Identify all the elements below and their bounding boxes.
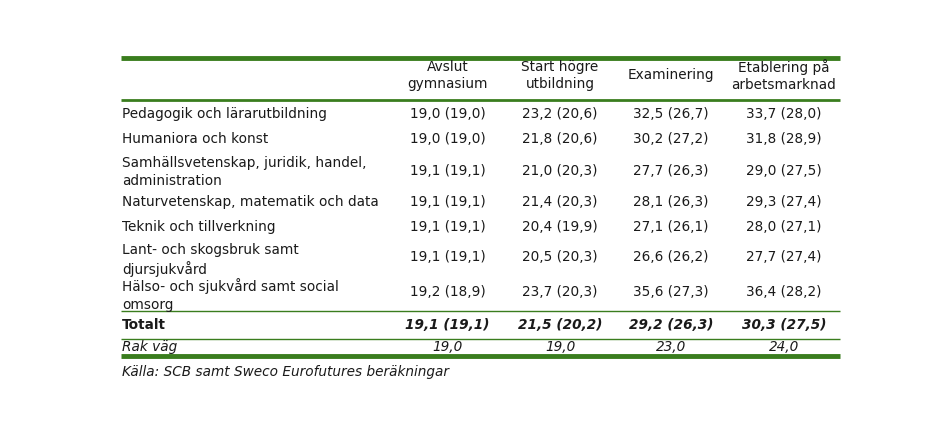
Text: Teknik och tillverkning: Teknik och tillverkning <box>122 220 275 233</box>
Text: 33,7 (28,0): 33,7 (28,0) <box>745 107 821 121</box>
Text: 30,2 (27,2): 30,2 (27,2) <box>633 132 709 146</box>
Text: 21,8 (20,6): 21,8 (20,6) <box>521 132 597 146</box>
Text: Etablering på
arbetsmarknad: Etablering på arbetsmarknad <box>731 59 835 92</box>
Text: 19,0: 19,0 <box>431 340 462 354</box>
Text: 21,4 (20,3): 21,4 (20,3) <box>521 194 597 209</box>
Text: 27,7 (26,3): 27,7 (26,3) <box>633 164 709 178</box>
Text: 21,0 (20,3): 21,0 (20,3) <box>521 164 597 178</box>
Text: Hälso- och sjukvård samt social
omsorg: Hälso- och sjukvård samt social omsorg <box>122 278 339 312</box>
Text: 21,5 (20,2): 21,5 (20,2) <box>518 318 602 332</box>
Text: 29,2 (26,3): 29,2 (26,3) <box>628 318 712 332</box>
Text: 23,0: 23,0 <box>655 340 685 354</box>
Text: 31,8 (28,9): 31,8 (28,9) <box>745 132 821 146</box>
Text: 19,2 (18,9): 19,2 (18,9) <box>409 285 485 299</box>
Text: 35,6 (27,3): 35,6 (27,3) <box>633 285 709 299</box>
Text: Lant- och skogsbruk samt
djursjukvård: Lant- och skogsbruk samt djursjukvård <box>122 243 299 277</box>
Text: Pedagogik och lärarutbildning: Pedagogik och lärarutbildning <box>122 107 327 121</box>
Text: Totalt: Totalt <box>122 318 166 332</box>
Text: 26,6 (26,2): 26,6 (26,2) <box>633 250 709 264</box>
Text: 24,0: 24,0 <box>768 340 798 354</box>
Text: 19,1 (19,1): 19,1 (19,1) <box>409 194 485 209</box>
Text: 27,1 (26,1): 27,1 (26,1) <box>633 220 709 233</box>
Text: 32,5 (26,7): 32,5 (26,7) <box>633 107 709 121</box>
Text: 19,1 (19,1): 19,1 (19,1) <box>409 220 485 233</box>
Text: 28,1 (26,3): 28,1 (26,3) <box>633 194 709 209</box>
Text: Samhällsvetenskap, juridik, handel,
administration: Samhällsvetenskap, juridik, handel, admi… <box>122 156 366 187</box>
Text: 28,0 (27,1): 28,0 (27,1) <box>745 220 821 233</box>
Text: 19,1 (19,1): 19,1 (19,1) <box>409 164 485 178</box>
Text: 27,7 (27,4): 27,7 (27,4) <box>745 250 821 264</box>
Text: Rak väg: Rak väg <box>122 340 177 354</box>
Text: 19,0: 19,0 <box>545 340 575 354</box>
Text: 30,3 (27,5): 30,3 (27,5) <box>740 318 826 332</box>
Text: 23,2 (20,6): 23,2 (20,6) <box>521 107 597 121</box>
Text: 29,0 (27,5): 29,0 (27,5) <box>745 164 821 178</box>
Text: 20,5 (20,3): 20,5 (20,3) <box>521 250 597 264</box>
Text: 19,1 (19,1): 19,1 (19,1) <box>409 250 485 264</box>
Text: 36,4 (28,2): 36,4 (28,2) <box>745 285 821 299</box>
Text: Start högre
utbildning: Start högre utbildning <box>521 60 598 91</box>
Text: 19,1 (19,1): 19,1 (19,1) <box>405 318 490 332</box>
Text: Naturvetenskap, matematik och data: Naturvetenskap, matematik och data <box>122 194 378 209</box>
Text: Avslut
gymnasium: Avslut gymnasium <box>407 60 488 91</box>
Text: Källa: SCB samt Sweco Eurofutures beräkningar: Källa: SCB samt Sweco Eurofutures beräkn… <box>122 365 448 379</box>
Text: 19,0 (19,0): 19,0 (19,0) <box>409 107 485 121</box>
Text: 20,4 (19,9): 20,4 (19,9) <box>521 220 597 233</box>
Text: Humaniora och konst: Humaniora och konst <box>122 132 269 146</box>
Text: Examinering: Examinering <box>627 69 713 82</box>
Text: 29,3 (27,4): 29,3 (27,4) <box>745 194 821 209</box>
Text: 19,0 (19,0): 19,0 (19,0) <box>409 132 485 146</box>
Text: 23,7 (20,3): 23,7 (20,3) <box>521 285 597 299</box>
